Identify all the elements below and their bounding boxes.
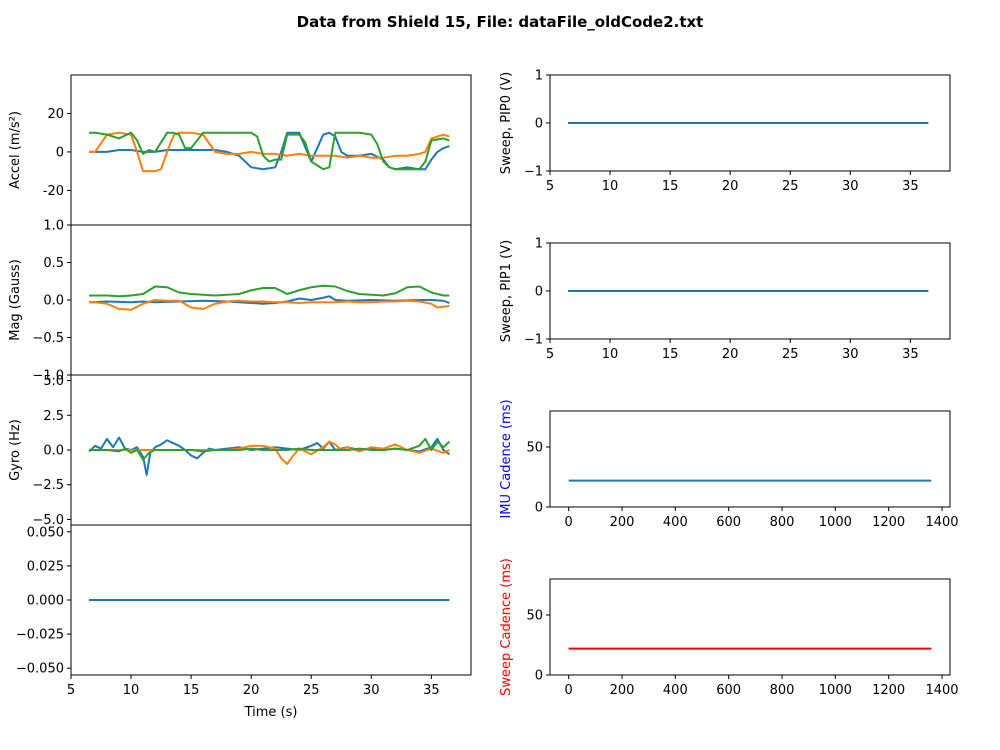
y-axis-label-sweep-cadence: Sweep Cadence (ms): [499, 558, 514, 696]
y-axis-label-mag: Mag (Gauss): [8, 259, 23, 341]
x-tick-label-imu-cadence: 600: [716, 515, 741, 530]
x-tick-label-pip0: 15: [662, 179, 679, 194]
y-tick-label-bottom-left: −0.050: [16, 662, 64, 677]
y-tick-label-gyro: 2.5: [43, 409, 64, 424]
x-axis-label-bottom-left: Time (s): [244, 705, 298, 720]
y-axis-label-pip1: Sweep, PIP1 (V): [499, 240, 514, 342]
x-tick-label-sweep-cadence: 400: [663, 683, 688, 698]
series-line-mag-2: [89, 284, 450, 298]
y-tick-label-sweep-cadence: 0: [535, 669, 543, 684]
y-tick-label-mag: −1.0: [32, 369, 64, 384]
y-tick-label-pip1: 1: [535, 237, 543, 252]
y-tick-label-mag: 0.0: [43, 294, 64, 309]
x-tick-label-pip0: 10: [602, 179, 619, 194]
x-tick-label-pip1: 5: [546, 347, 554, 362]
x-tick-label-pip0: 5: [546, 179, 554, 194]
subplot-imu-cadence: 0 50 0 200 400 600 800 1000 1200 1400 IMU Cadence …: [499, 399, 959, 530]
subplot-mag: −1.0 −0.5 0.0 0.5 1.0 Mag (Gauss): [8, 219, 472, 384]
y-tick-label-bottom-left: 0.025: [27, 559, 64, 574]
x-tick-label-imu-cadence: 0: [565, 515, 573, 530]
x-tick-label-bottom-left: 15: [183, 683, 200, 698]
x-tick-label-pip0: 35: [902, 179, 919, 194]
y-tick-label-pip0: −1: [524, 165, 543, 180]
y-tick-label-bottom-left: 0.000: [27, 594, 64, 609]
x-tick-label-sweep-cadence: 0: [565, 683, 573, 698]
x-tick-label-bottom-left: 35: [423, 683, 440, 698]
y-axis-label-imu-cadence: IMU Cadence (ms): [499, 399, 514, 518]
y-tick-label-mag: −0.5: [32, 331, 64, 346]
y-tick-label-gyro: −2.5: [32, 478, 64, 493]
y-tick-label-gyro: 5.0: [43, 374, 64, 389]
x-tick-label-pip1: 35: [902, 347, 919, 362]
series-line-accel-1: [89, 131, 450, 173]
subplot-sweep-cadence: 0 50 0 200 400 600 800 1000 1200 1400 Sweep Cadenc…: [499, 558, 959, 698]
y-tick-label-accel: 0: [56, 145, 64, 160]
series-line-mag-1: [89, 299, 450, 311]
x-tick-label-pip1: 30: [842, 347, 859, 362]
series-line-gyro-2: [89, 437, 451, 461]
subplot-accel: -20 0 20 Accel (m/s²): [8, 74, 472, 226]
x-tick-label-imu-cadence: 400: [663, 515, 688, 530]
x-tick-label-pip0: 20: [722, 179, 739, 194]
axes-frame-imu-cadence: [549, 410, 951, 508]
x-tick-label-bottom-left: 30: [363, 683, 380, 698]
x-tick-label-sweep-cadence: 1400: [925, 683, 958, 698]
x-tick-label-bottom-left: 20: [243, 683, 260, 698]
x-tick-label-imu-cadence: 800: [770, 515, 795, 530]
y-tick-label-pip1: 0: [535, 285, 543, 300]
y-axis-label-pip0: Sweep, PIP0 (V): [499, 72, 514, 174]
x-tick-label-sweep-cadence: 800: [770, 683, 795, 698]
x-tick-label-pip1: 25: [782, 347, 799, 362]
x-tick-label-sweep-cadence: 600: [716, 683, 741, 698]
y-tick-label-imu-cadence: 0: [535, 501, 543, 516]
y-tick-label-accel: -20: [43, 184, 64, 199]
x-tick-label-imu-cadence: 1200: [872, 515, 905, 530]
x-tick-label-bottom-left: 5: [67, 683, 75, 698]
x-tick-label-pip1: 20: [722, 347, 739, 362]
x-tick-label-imu-cadence: 200: [610, 515, 635, 530]
y-tick-label-imu-cadence: 50: [526, 441, 543, 456]
y-axis-label-gyro: Gyro (Hz): [8, 419, 23, 481]
x-tick-label-bottom-left: 10: [123, 683, 140, 698]
y-tick-label-pip1: −1: [524, 333, 543, 348]
axes-frame-sweep-cadence: [549, 578, 951, 676]
series-line-accel-2: [89, 131, 450, 171]
x-tick-label-sweep-cadence: 1200: [872, 683, 905, 698]
x-tick-label-pip0: 25: [782, 179, 799, 194]
y-tick-label-pip0: 1: [535, 69, 543, 84]
x-tick-label-pip1: 10: [602, 347, 619, 362]
subplot-gyro: −5.0 −2.5 0.0 2.5 5.0 Gyro (Hz): [8, 374, 472, 528]
y-tick-label-gyro: −5.0: [32, 513, 64, 528]
x-tick-label-pip1: 15: [662, 347, 679, 362]
y-tick-label-pip0: 0: [535, 117, 543, 132]
x-tick-label-sweep-cadence: 1000: [819, 683, 852, 698]
x-tick-label-imu-cadence: 1000: [819, 515, 852, 530]
y-tick-label-bottom-left: −0.025: [16, 628, 64, 643]
subplot-bottom-left: −0.050 −0.025 0.000 0.025 0.050 5 10 15 20 25 30 35…: [16, 524, 472, 720]
y-axis-label-accel: Accel (m/s²): [8, 111, 23, 189]
x-tick-label-imu-cadence: 1400: [925, 515, 958, 530]
x-tick-label-pip0: 30: [842, 179, 859, 194]
y-tick-label-accel: 20: [47, 107, 64, 122]
figure-title: Data from Shield 15, File: dataFile_oldC…: [297, 13, 704, 31]
y-tick-label-gyro: 0.0: [43, 444, 64, 459]
y-tick-label-mag: 1.0: [43, 219, 64, 234]
y-tick-label-sweep-cadence: 50: [526, 609, 543, 624]
y-tick-label-bottom-left: 0.050: [27, 525, 64, 540]
y-tick-label-mag: 0.5: [43, 256, 64, 271]
x-tick-label-bottom-left: 25: [303, 683, 320, 698]
x-tick-label-sweep-cadence: 200: [610, 683, 635, 698]
